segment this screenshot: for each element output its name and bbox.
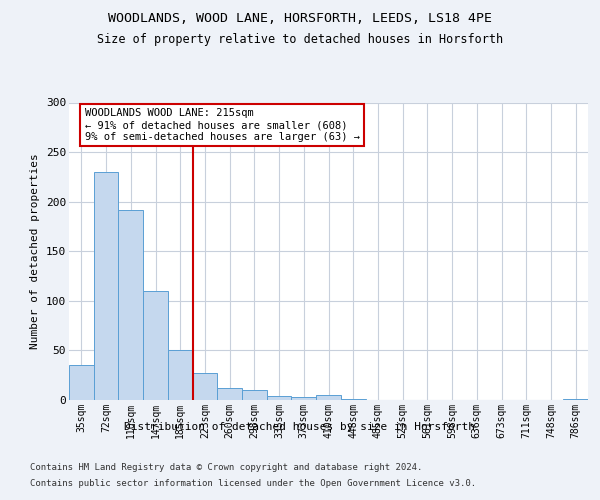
Bar — [341, 399, 365, 400]
Bar — [193, 373, 217, 400]
Text: WOODLANDS, WOOD LANE, HORSFORTH, LEEDS, LS18 4PE: WOODLANDS, WOOD LANE, HORSFORTH, LEEDS, … — [108, 12, 492, 26]
Y-axis label: Number of detached properties: Number of detached properties — [31, 154, 40, 349]
Bar — [242, 390, 267, 400]
Bar — [267, 396, 292, 400]
Text: Contains public sector information licensed under the Open Government Licence v3: Contains public sector information licen… — [30, 479, 476, 488]
Bar — [217, 388, 242, 400]
Text: WOODLANDS WOOD LANE: 215sqm
← 91% of detached houses are smaller (608)
9% of sem: WOODLANDS WOOD LANE: 215sqm ← 91% of det… — [85, 108, 359, 142]
Bar — [94, 172, 118, 400]
Bar — [118, 210, 143, 400]
Bar — [168, 350, 193, 400]
Bar — [143, 291, 168, 400]
Bar — [316, 395, 341, 400]
Text: Distribution of detached houses by size in Horsforth: Distribution of detached houses by size … — [125, 422, 476, 432]
Text: Contains HM Land Registry data © Crown copyright and database right 2024.: Contains HM Land Registry data © Crown c… — [30, 462, 422, 471]
Bar — [292, 397, 316, 400]
Bar — [69, 366, 94, 400]
Bar — [563, 399, 588, 400]
Text: Size of property relative to detached houses in Horsforth: Size of property relative to detached ho… — [97, 32, 503, 46]
